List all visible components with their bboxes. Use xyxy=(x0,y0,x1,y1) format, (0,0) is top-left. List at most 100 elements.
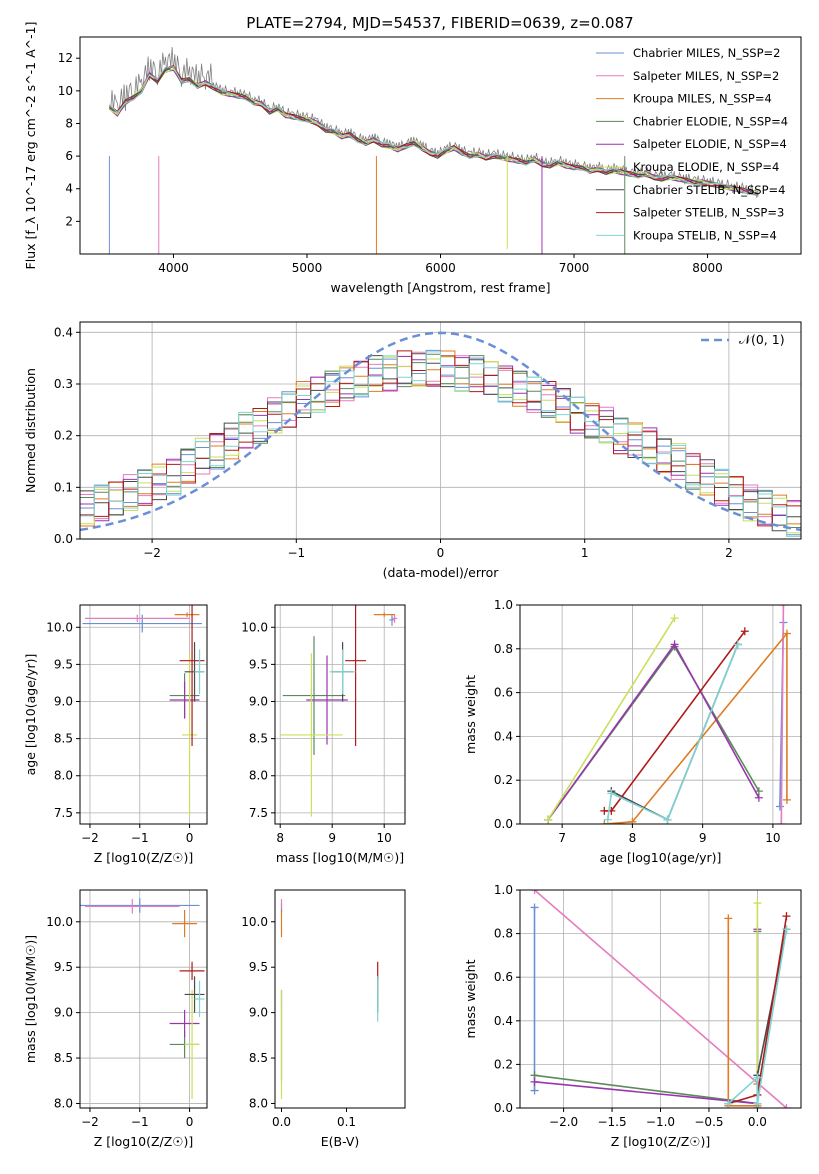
weight-marker xyxy=(782,1104,791,1108)
y-tick-label: 4 xyxy=(65,182,73,196)
y-tick-label: 0.4 xyxy=(54,325,73,339)
weight-marker xyxy=(779,605,788,609)
y-tick-label: 0.4 xyxy=(494,1014,513,1028)
y-tick-label: 9.0 xyxy=(54,1006,73,1020)
weight-marker xyxy=(530,1086,539,1095)
x-axis-label: age [log10(age/yr)] xyxy=(600,850,722,865)
y-tick-label: 8.0 xyxy=(249,769,268,783)
y-tick-label: 0.0 xyxy=(494,1101,513,1115)
model-spectrum-line xyxy=(109,65,759,197)
histogram-step xyxy=(80,351,801,537)
x-tick-label: 4000 xyxy=(158,261,189,275)
x-axis-label: Z [log10(Z/Z☉)] xyxy=(611,1134,711,1149)
x-tick-label: 0 xyxy=(437,546,445,560)
weight-marker xyxy=(530,1077,539,1086)
x-tick-label: 0.0 xyxy=(748,1115,767,1129)
plot-area xyxy=(80,331,801,537)
weight-marker xyxy=(600,820,609,824)
x-tick-label: −1.0 xyxy=(646,1115,675,1129)
y-tick-label: 0.4 xyxy=(494,729,513,743)
axes-frame xyxy=(79,889,208,1109)
chart-age_vs_z: −2 −1 0 7.5 8.0 8.5 9.0 9.5 10.0 Z [log10(Z/Z☉)] a… xyxy=(23,604,208,865)
y-tick-label: 9.0 xyxy=(249,1006,268,1020)
x-tick-label: −2.0 xyxy=(549,1115,578,1129)
y-tick-label: 9.5 xyxy=(54,657,73,671)
x-tick-label: 0 xyxy=(186,831,194,845)
chart-mass_vs_z: −2 −1 0 8.0 8.5 9.0 9.5 10.0 Z [log10(Z/Z☉)] mass… xyxy=(23,889,208,1149)
y-tick-label: 8.0 xyxy=(54,1096,73,1110)
x-axis-label: mass [log10(M/M☉)] xyxy=(276,850,404,865)
weight-marker xyxy=(663,815,672,824)
weight-marker xyxy=(530,890,539,894)
weight-marker xyxy=(753,1099,762,1108)
y-tick-label: 10.0 xyxy=(46,915,73,929)
axes-frame xyxy=(274,889,406,1109)
legend-label: Salpeter STELIB, N_SSP=3 xyxy=(633,206,784,220)
y-tick-label: 2 xyxy=(65,214,73,228)
y-tick-label: 10.0 xyxy=(241,915,268,929)
model-spectrum-line xyxy=(109,66,759,196)
y-tick-label: 7.5 xyxy=(54,806,73,820)
y-axis-label: Flux [f_λ 10^-17 erg cm^-2 s^-1 A^-1] xyxy=(23,22,38,270)
x-tick-label: 0 xyxy=(186,1115,194,1129)
weight-line xyxy=(727,929,788,1105)
weight-marker xyxy=(782,912,791,921)
weight-marker xyxy=(775,802,784,811)
y-tick-label: 9.0 xyxy=(54,695,73,709)
x-tick-label: 5000 xyxy=(292,261,323,275)
axes-frame xyxy=(519,604,802,825)
axes-frame xyxy=(274,604,406,825)
model-spectrum-line xyxy=(109,65,759,195)
x-tick-label: −1 xyxy=(131,1115,149,1129)
weight-marker xyxy=(724,914,733,923)
x-tick-label: 8000 xyxy=(692,261,723,275)
x-tick-label: −2 xyxy=(143,546,161,560)
y-tick-label: 12 xyxy=(58,51,73,65)
weight-line xyxy=(533,890,788,1108)
x-tick-label: 0.1 xyxy=(337,1115,356,1129)
x-tick-label: 1 xyxy=(581,546,589,560)
weight-line xyxy=(534,929,759,1105)
plot-area xyxy=(280,605,398,817)
gaussian-curve xyxy=(80,331,801,532)
y-tick-label: 0.6 xyxy=(494,970,513,984)
weight-marker xyxy=(724,1099,733,1108)
chart-residuals: −2 −1 0 1 2 0.0 0.1 0.2 0.3 0.4 (data-model)/error… xyxy=(23,321,802,580)
y-axis-label: mass weight xyxy=(463,675,478,754)
weight-line xyxy=(547,617,676,821)
weight-marker xyxy=(600,806,609,815)
legend-label: Salpeter ELODIE, N_SSP=4 xyxy=(633,137,787,151)
x-axis-label: Z [log10(Z/Z☉)] xyxy=(94,1134,194,1149)
y-tick-label: 0.0 xyxy=(54,532,73,546)
x-tick-label: −0.5 xyxy=(694,1115,723,1129)
legend-label: Chabrier ELODIE, N_SSP=4 xyxy=(633,114,788,128)
y-axis-label: Normed distribution xyxy=(23,368,38,493)
weight-marker xyxy=(777,820,786,824)
weight-marker xyxy=(670,614,679,623)
chart-weight_vs_age: 7 8 9 10 0.0 0.2 0.4 0.6 0.8 1.0 age [log10(age/yr… xyxy=(463,598,802,865)
chart-mass_vs_ebv: 0.0 0.1 8.0 8.5 9.0 9.5 10.0 E(B-V) xyxy=(241,889,406,1149)
y-tick-label: 1.0 xyxy=(494,598,513,612)
weight-marker xyxy=(603,815,612,824)
legend-label: 𝒩(0, 1) xyxy=(739,332,785,347)
plot-area xyxy=(80,898,205,1099)
x-tick-label: 6000 xyxy=(425,261,456,275)
y-tick-label: 0.0 xyxy=(494,817,513,831)
y-tick-label: 0.1 xyxy=(54,480,73,494)
weight-marker xyxy=(753,899,762,908)
plot-area xyxy=(108,47,759,254)
y-tick-label: 8.5 xyxy=(249,1051,268,1065)
x-axis-label: (data-model)/error xyxy=(383,565,500,580)
weight-marker xyxy=(740,627,749,636)
weight-marker xyxy=(530,903,539,912)
legend-label: Kroupa ELODIE, N_SSP=4 xyxy=(633,160,779,174)
y-tick-label: 8.0 xyxy=(249,1096,268,1110)
weight-line xyxy=(607,644,739,821)
x-tick-label: −1.5 xyxy=(597,1115,626,1129)
y-tick-label: 9.0 xyxy=(249,695,268,709)
x-tick-label: −1 xyxy=(287,546,305,560)
chart-weight_vs_z: −2.0 −1.5 −1.0 −0.5 0.0 0.0 0.2 0.4 0.6 0.8 1.0 Z [… xyxy=(463,883,802,1149)
model-spectrum-line xyxy=(109,68,759,194)
